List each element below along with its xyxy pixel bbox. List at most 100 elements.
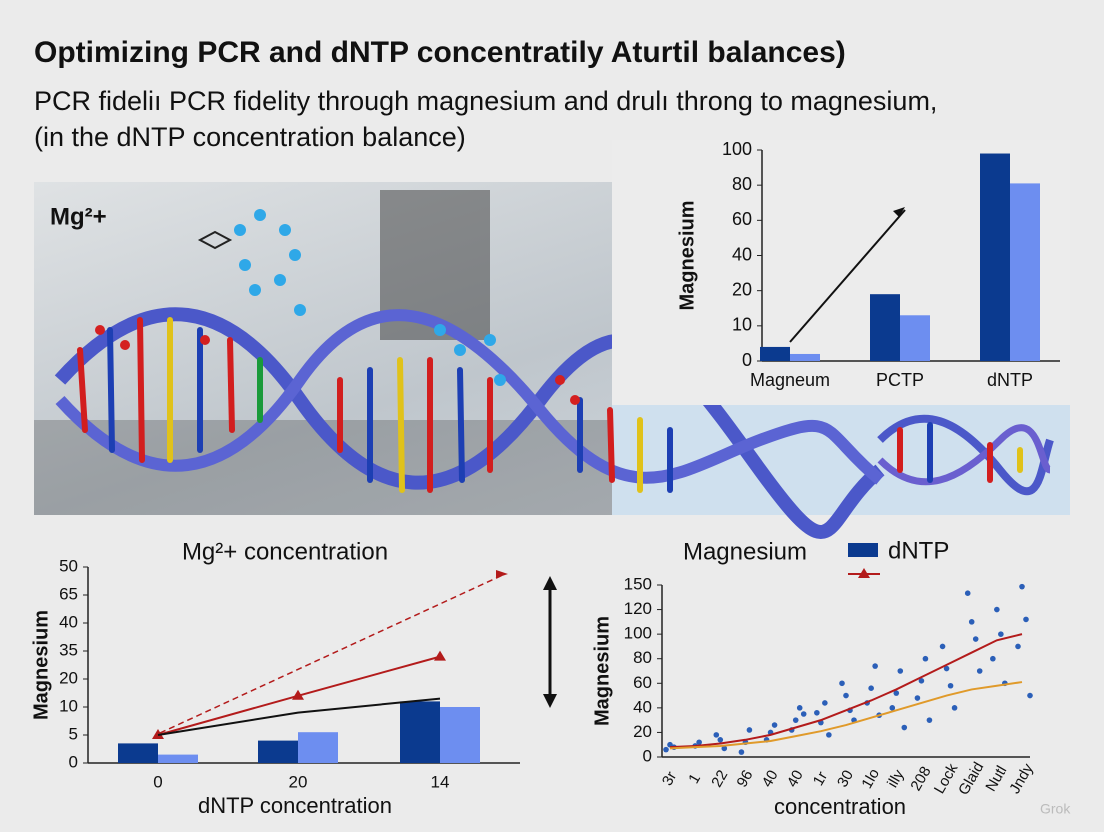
y-tick-label: 10 bbox=[59, 696, 78, 715]
legend-marker bbox=[858, 568, 870, 578]
y-tick-label: 20 bbox=[732, 279, 752, 299]
point bbox=[972, 636, 979, 642]
x-tick-label: 22 bbox=[708, 767, 731, 790]
y-tick-label: 80 bbox=[633, 648, 652, 667]
point bbox=[1023, 616, 1029, 623]
point bbox=[843, 692, 849, 699]
y-tick-label: 5 bbox=[69, 724, 78, 743]
bar bbox=[400, 701, 440, 763]
point bbox=[976, 668, 983, 674]
arrow-head bbox=[893, 207, 905, 217]
point bbox=[696, 739, 702, 746]
y-tick-label: 20 bbox=[633, 722, 652, 741]
title: Optimizing PCR and dNTP concentratily At… bbox=[34, 36, 846, 69]
line bbox=[669, 633, 1023, 749]
x-tick-label: 96 bbox=[733, 767, 756, 790]
point bbox=[939, 643, 946, 650]
point bbox=[717, 737, 724, 743]
point bbox=[872, 663, 878, 669]
y-axis-label: Magnesium bbox=[30, 610, 52, 720]
x-tick-label: 40 bbox=[784, 767, 807, 790]
point bbox=[771, 722, 778, 728]
y-tick-label: 100 bbox=[624, 624, 652, 643]
point bbox=[822, 700, 828, 706]
bar bbox=[440, 707, 480, 763]
marker bbox=[292, 689, 304, 700]
point bbox=[889, 705, 896, 711]
point bbox=[918, 678, 925, 684]
point bbox=[897, 668, 904, 674]
x-axis-label: concentration bbox=[774, 794, 906, 819]
point bbox=[796, 705, 803, 711]
point bbox=[943, 665, 950, 672]
point bbox=[990, 655, 996, 662]
y-tick-label: 35 bbox=[59, 640, 78, 659]
point bbox=[951, 705, 958, 711]
bar bbox=[870, 294, 900, 361]
point bbox=[901, 724, 908, 731]
image-label: Mg²+ bbox=[50, 203, 107, 230]
point bbox=[1027, 692, 1033, 699]
point bbox=[922, 655, 929, 662]
point bbox=[792, 717, 799, 723]
x-tick-label: Magneum bbox=[750, 370, 830, 390]
x-tick-label: 20 bbox=[289, 772, 308, 791]
y-tick-label: 40 bbox=[59, 612, 78, 631]
y-tick-label: 0 bbox=[643, 746, 652, 765]
y-tick-label: 120 bbox=[624, 599, 652, 618]
bar bbox=[900, 315, 930, 361]
point bbox=[1019, 583, 1025, 590]
point bbox=[994, 606, 1000, 613]
y-tick-label: 100 bbox=[722, 139, 752, 159]
bar bbox=[790, 353, 820, 361]
point bbox=[663, 746, 669, 753]
point bbox=[826, 732, 832, 738]
point bbox=[964, 590, 971, 596]
point bbox=[968, 619, 975, 625]
y-axis-label: Magnesium bbox=[591, 616, 613, 726]
y-tick-label: 20 bbox=[59, 668, 78, 687]
bar bbox=[118, 743, 158, 763]
bar bbox=[298, 732, 338, 763]
point bbox=[814, 709, 820, 716]
arrow-head bbox=[496, 570, 508, 578]
subtitle: PCR fideliı PCR fidelity through magnesi… bbox=[34, 86, 937, 116]
bar bbox=[158, 754, 198, 763]
point bbox=[893, 690, 900, 696]
y-tick-label: 0 bbox=[742, 350, 752, 370]
marker bbox=[434, 650, 446, 661]
line bbox=[157, 697, 441, 736]
point bbox=[746, 727, 753, 733]
point bbox=[1015, 643, 1021, 650]
point bbox=[721, 745, 728, 752]
bar bbox=[760, 346, 790, 361]
point bbox=[914, 695, 921, 701]
y-tick-label: 60 bbox=[633, 673, 652, 692]
chart-title: Mg²+ concentration bbox=[182, 538, 388, 565]
y-tick-label: 40 bbox=[732, 244, 752, 264]
point bbox=[947, 682, 954, 689]
bar bbox=[258, 740, 298, 763]
watermark: Grok bbox=[1040, 801, 1071, 817]
point bbox=[713, 732, 720, 738]
y-tick-label: 40 bbox=[633, 697, 652, 716]
legend-swatch bbox=[848, 543, 878, 557]
point bbox=[926, 717, 933, 723]
y-tick-label: 80 bbox=[732, 174, 752, 194]
x-tick-label: dNTP bbox=[987, 370, 1033, 390]
dashed-arrow bbox=[159, 573, 506, 734]
point bbox=[998, 631, 1004, 637]
point bbox=[839, 680, 845, 687]
x-tick-label: illy bbox=[884, 766, 908, 790]
y-tick-label: 65 bbox=[59, 584, 78, 603]
x-tick-label: 0 bbox=[153, 772, 162, 791]
y-tick-label: 50 bbox=[59, 556, 78, 575]
subtitle: (in the dNTP concentration balance) bbox=[34, 122, 466, 152]
annotation-arrow bbox=[789, 209, 906, 343]
point bbox=[738, 749, 745, 755]
x-tick-label: 40 bbox=[759, 767, 782, 790]
y-axis-label: Magnesium bbox=[676, 200, 698, 310]
x-tick-label: PCTP bbox=[876, 370, 924, 390]
bar bbox=[980, 153, 1010, 361]
